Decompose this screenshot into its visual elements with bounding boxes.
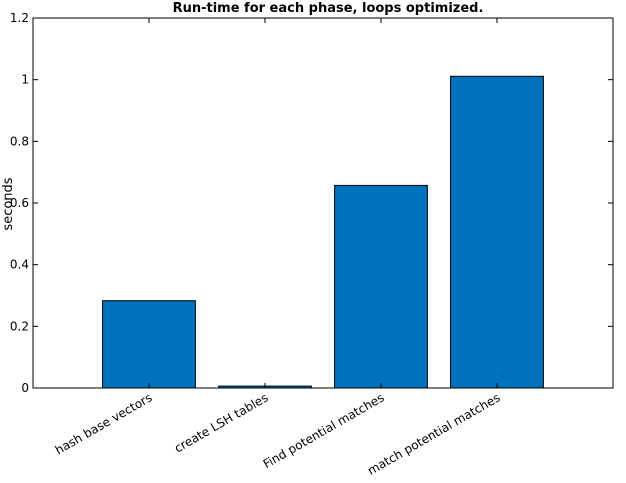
y-tick-label-2: 0.4: [10, 258, 29, 272]
bar-4: [450, 75, 544, 389]
bar-3: [334, 184, 428, 389]
y-tick-label-5: 1: [21, 73, 29, 87]
y-tick-label-6: 1.2: [10, 11, 29, 25]
x-tick-label-2: create LSH tables: [172, 390, 271, 455]
bars-group: [102, 75, 544, 389]
x-tick-label-1: hash base vectors: [53, 390, 155, 457]
plot-frame: [32, 17, 614, 389]
x-tick-label-3: Find potential matches: [261, 390, 387, 471]
x-tick-label-4: match potential matches: [365, 390, 502, 477]
y-tick-label-1: 0.2: [10, 319, 29, 333]
bar-1: [102, 300, 196, 389]
chart-title: Run-time for each phase, loops optimized…: [173, 1, 484, 16]
y-tick-label-0: 0: [21, 381, 29, 395]
y-tick-label-3: 0.6: [10, 196, 29, 210]
y-axis-label: seconds: [1, 177, 16, 230]
y-tick-label-4: 0.8: [10, 134, 29, 148]
